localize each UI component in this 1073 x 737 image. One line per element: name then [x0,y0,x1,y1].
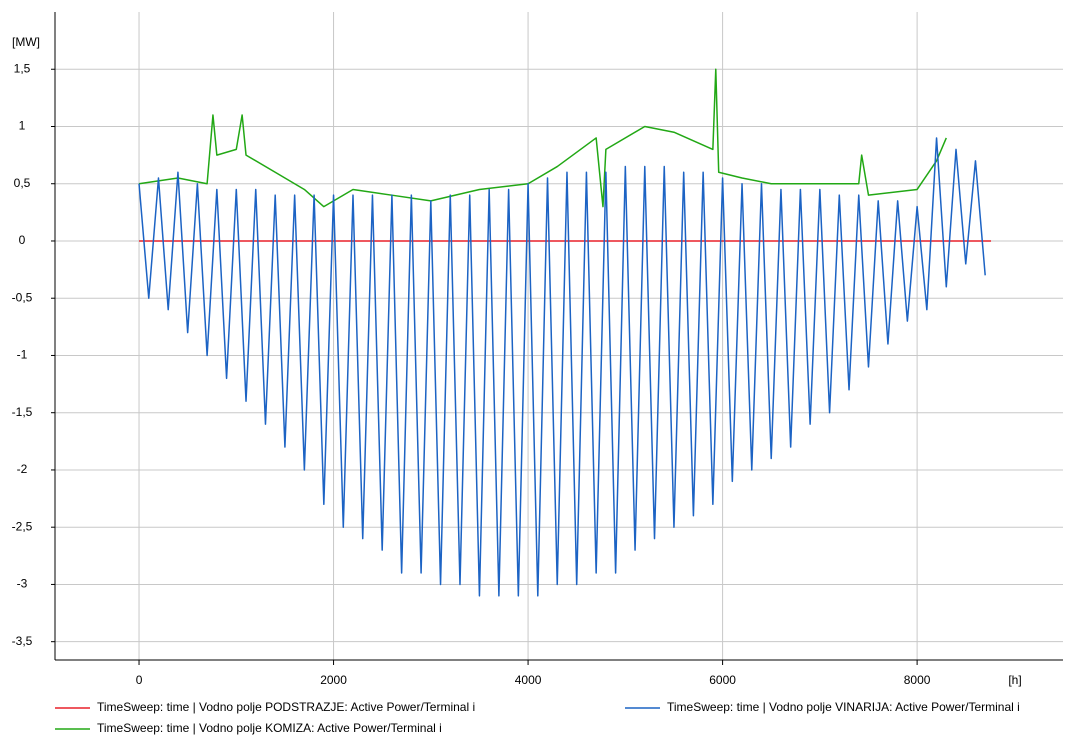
y-tick-label: -1,5 [12,405,33,419]
y-tick-label: -1 [17,348,28,362]
y-tick-label: -2,5 [12,519,33,533]
y-tick-label: 0,5 [14,176,31,190]
x-tick-label: 8000 [904,673,931,687]
x-tick-label: 2000 [320,673,347,687]
y-tick-label: -3 [17,577,28,591]
legend-label: TimeSweep: time | Vodno polje PODSTRAZJE… [97,700,475,714]
y-tick-label: -2 [17,462,28,476]
y-axis-unit: [MW] [12,35,40,49]
y-tick-label: 1,5 [14,61,31,75]
legend-label: TimeSweep: time | Vodno polje KOMIZA: Ac… [97,721,442,735]
y-tick-label: -0,5 [12,290,33,304]
x-tick-label: 0 [136,673,143,687]
x-tick-label: 4000 [515,673,542,687]
legend-label: TimeSweep: time | Vodno polje VINARIJA: … [667,700,1020,714]
series-line [138,137,986,597]
x-axis-unit: [h] [1008,673,1021,687]
x-tick-label: 6000 [709,673,736,687]
series-line [138,68,947,208]
y-tick-label: 0 [19,233,26,247]
y-tick-label: 1 [19,119,26,133]
y-tick-label: -3,5 [12,634,33,648]
